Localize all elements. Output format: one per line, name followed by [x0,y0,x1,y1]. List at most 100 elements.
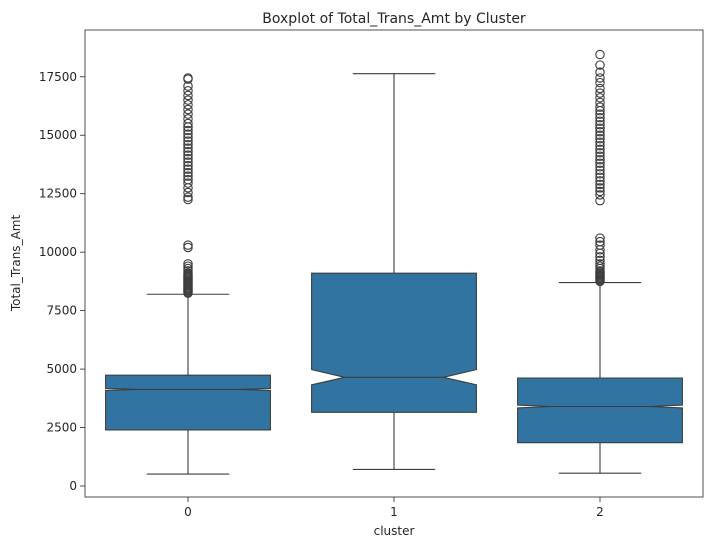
outlier-point [183,153,193,164]
outlier-point [183,242,193,253]
outlier-point [595,195,605,206]
outlier-point [595,49,605,60]
outlier-point [595,112,605,123]
outlier-point [595,162,605,172]
outlier-point [595,186,605,197]
box-body [517,377,683,444]
outlier-point [183,109,193,119]
outlier-point [183,187,193,198]
x-tick-label: 1 [390,505,398,519]
outlier-point [183,171,193,181]
outlier-point [595,133,605,144]
outlier-point [595,97,605,108]
outlier-point [183,129,193,139]
outlier-point [595,67,605,77]
y-tick-label: 0 [69,479,77,493]
outlier-point [183,263,193,274]
outlier-point [595,109,605,119]
outlier-point [595,60,605,70]
outlier-point [595,261,605,271]
box-body [311,272,477,413]
outlier-point [595,165,605,176]
outlier-point [183,261,193,271]
outlier-point [183,167,193,178]
y-tick-label: 2500 [46,421,77,435]
chart-title: Boxplot of Total_Trans_Amt by Cluster [262,11,526,27]
outlier-point [183,132,193,143]
x-axis-label: cluster [374,524,415,538]
outlier-point [595,240,605,250]
outlier-point [183,125,193,136]
outlier-point [183,118,193,129]
box-group-cluster-2 [517,49,683,474]
box-body [105,374,271,431]
outlier-point [183,73,193,83]
outlier-point [595,236,605,247]
outlier-point [595,119,605,130]
y-axis: 0 2500 5000 7500 10000 12500 15000 17500 [39,70,85,493]
outlier-point [595,144,605,155]
outlier-point [595,158,605,169]
y-axis-label: Total_Trans_Amt [9,215,23,313]
outlier-point [183,259,193,269]
outlier-point [595,233,605,243]
outlier-point [595,190,605,200]
outlier-point [595,88,605,98]
outlier-point [183,104,193,115]
outlier-point [595,255,605,266]
outlier-point [183,240,193,250]
outlier-point [595,252,605,262]
outlier-point [183,174,193,185]
y-tick-label: 15000 [39,128,77,142]
outlier-point [595,151,605,162]
outlier-point [595,102,605,112]
y-tick-label: 17500 [39,70,77,84]
outlier-point [595,266,605,276]
outlier-point [595,176,605,186]
outlier-point [183,160,193,171]
outlier-point [183,150,193,160]
box-group-cluster-1 [311,73,477,470]
plot-area [105,49,683,475]
outlier-point [595,77,605,88]
outlier-point [595,169,605,179]
x-tick-label: 0 [184,505,192,519]
x-tick-label: 2 [596,505,604,519]
outlier-point [183,136,193,146]
outlier-point [595,141,605,151]
outlier-point [183,143,193,153]
outlier-point [595,172,605,183]
outlier-point [183,95,193,105]
outlier-point [595,126,605,137]
outlier-point [183,146,193,157]
outlier-point [595,259,605,269]
y-tick-label: 12500 [39,187,77,201]
box-group-cluster-0 [105,73,271,475]
outlier-point [183,266,193,276]
outlier-point [183,114,193,124]
outlier-point [183,139,193,150]
outlier-point [595,123,605,133]
outlier-point [595,93,605,103]
outlier-point [595,116,605,126]
outlier-point [595,148,605,158]
outlier-point [595,179,605,190]
outlier-point [595,137,605,147]
outlier-point [595,155,605,165]
outlier-point [183,90,193,101]
outlier-point [183,268,193,278]
outlier-point [183,157,193,167]
x-axis: 0 1 2 [184,497,604,519]
y-tick-label: 7500 [46,304,77,318]
y-tick-label: 5000 [46,362,77,376]
outlier-point [183,86,193,96]
outlier-point [595,73,605,83]
y-tick-label: 10000 [39,245,77,259]
outlier-point [183,194,193,205]
outlier-point [183,164,193,174]
outlier-point [183,192,193,202]
outlier-point [595,130,605,140]
outlier-point [183,178,193,188]
outlier-point [183,100,193,110]
